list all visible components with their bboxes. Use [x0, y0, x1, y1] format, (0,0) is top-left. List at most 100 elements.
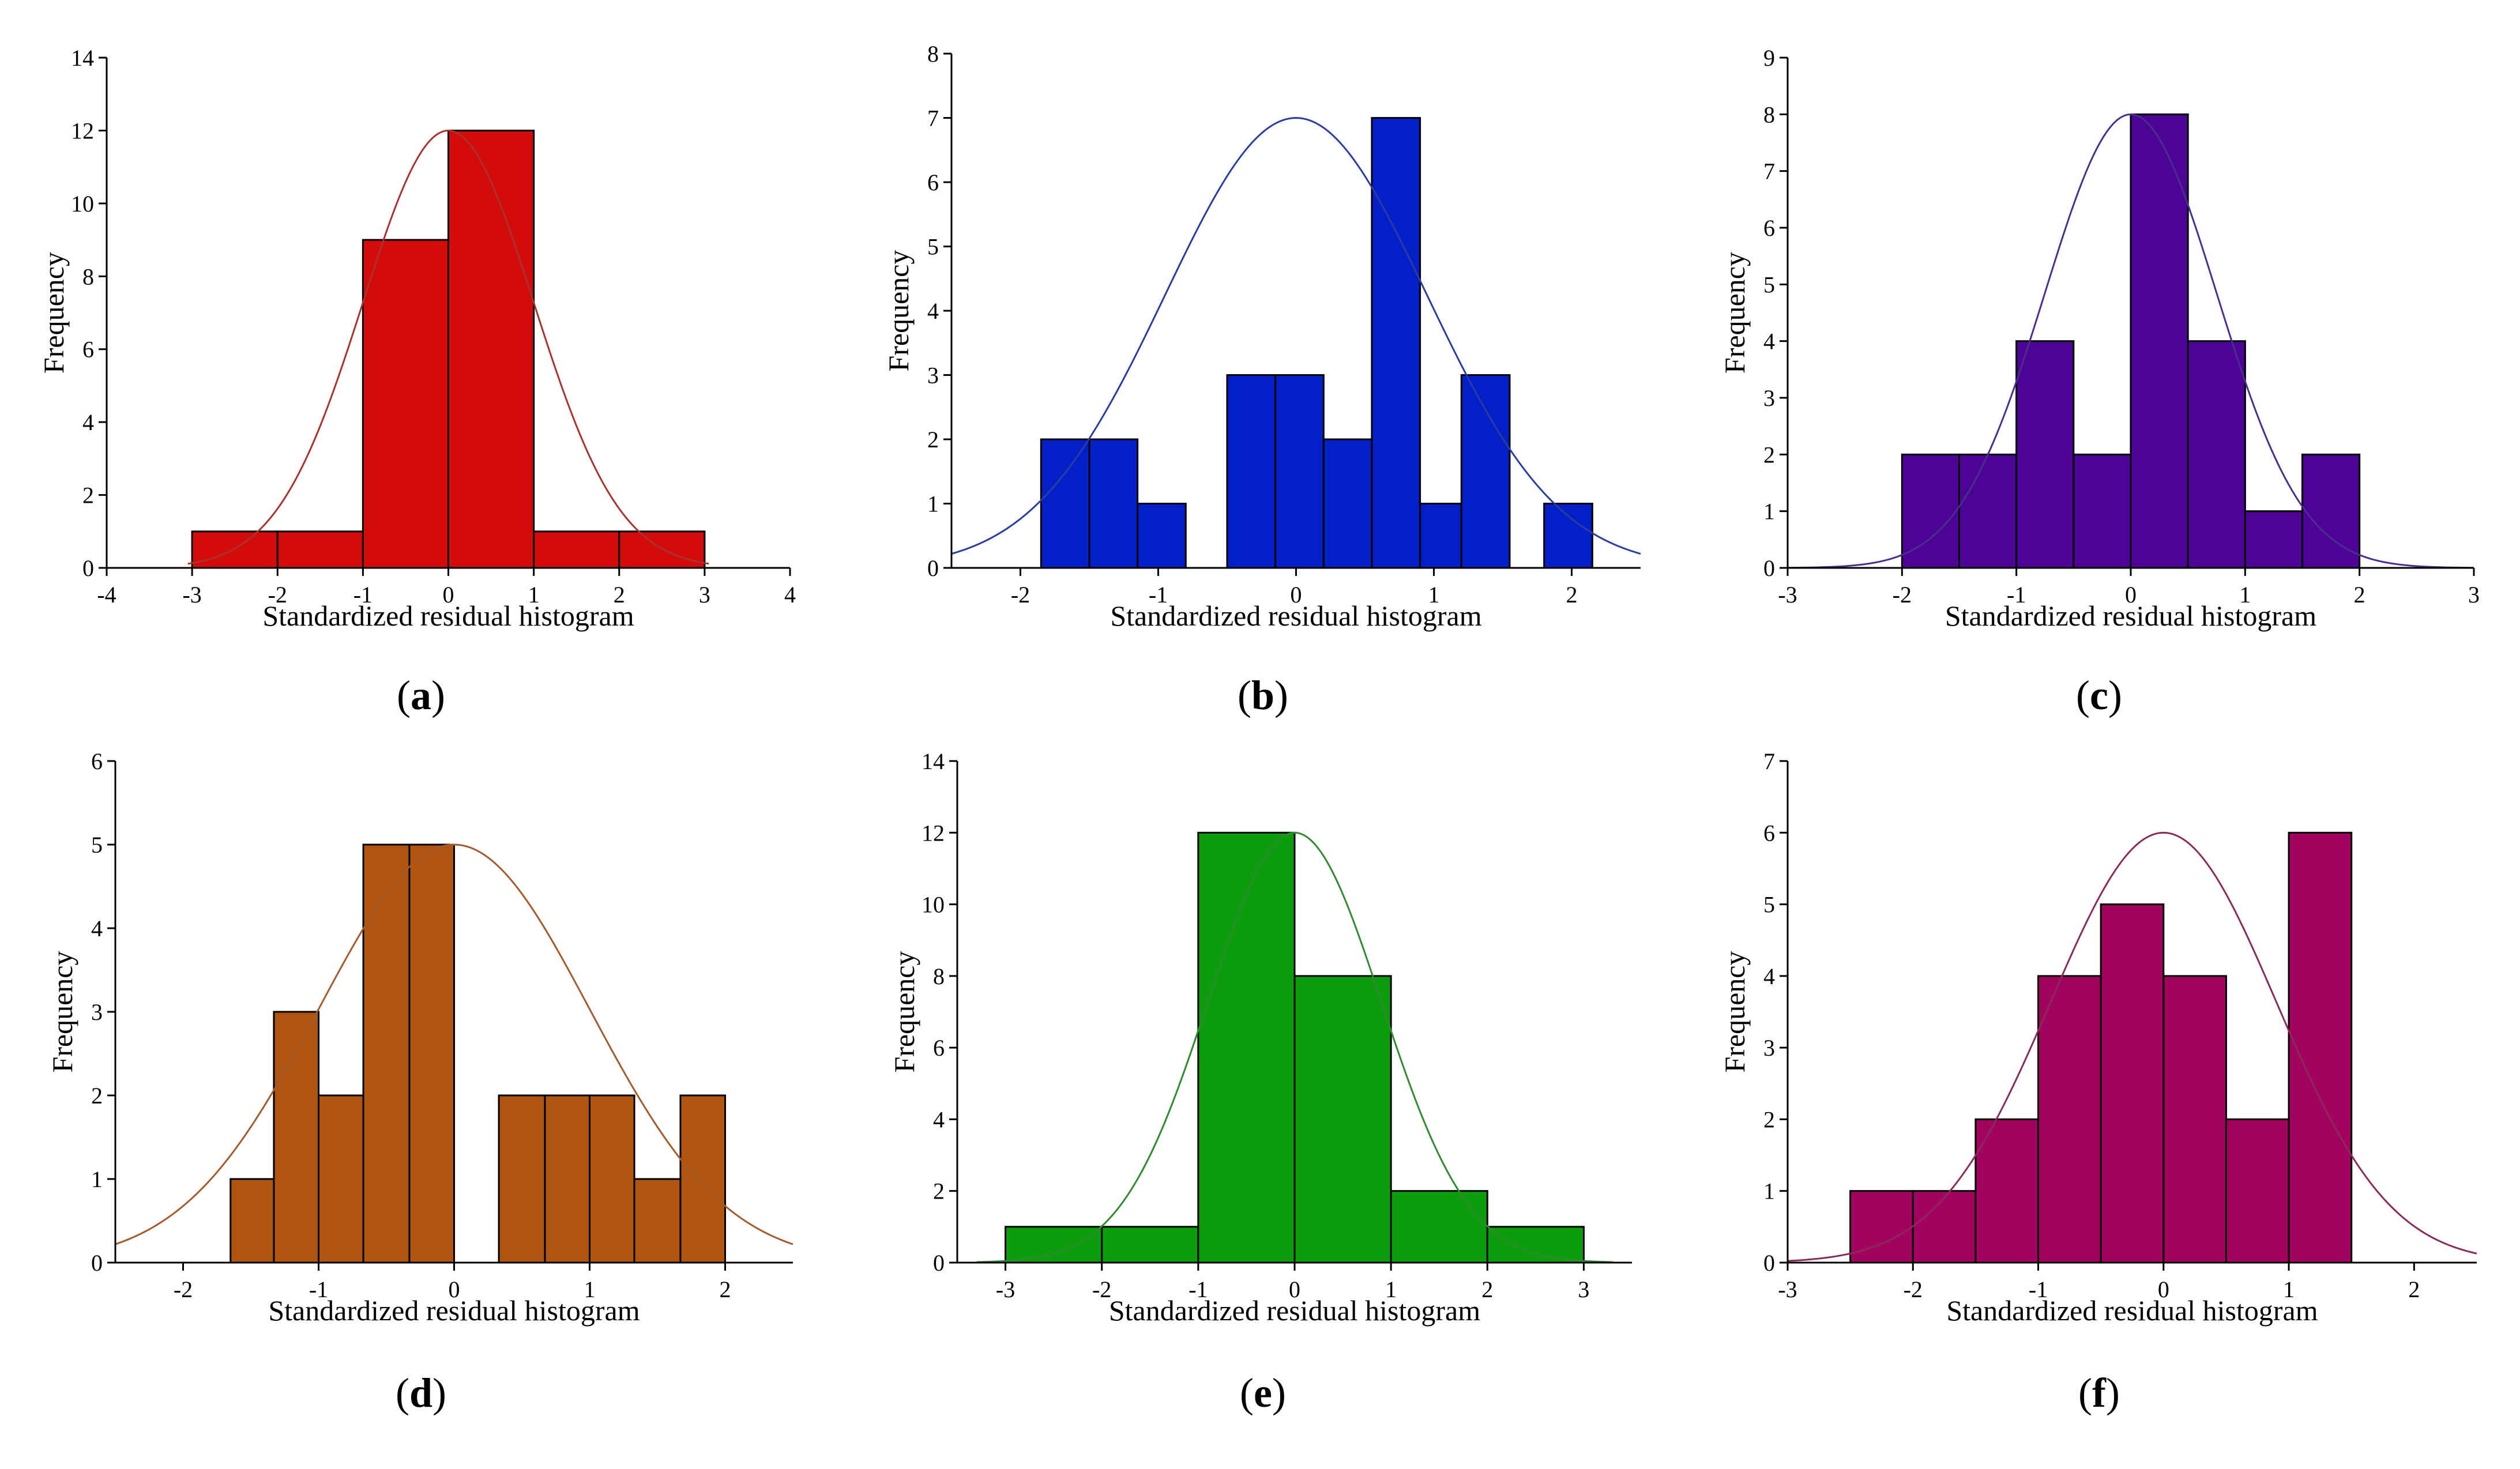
x-tick-label-e: 3: [1578, 1276, 1589, 1302]
panel-caption-e: (e): [1240, 1370, 1286, 1416]
y-tick-label-a: 4: [82, 409, 94, 435]
y-tick-label-b: 0: [927, 555, 939, 581]
histogram-bar-d-4: [362, 843, 411, 1264]
histogram-bar-c-4: [2073, 453, 2132, 569]
histogram-bar-d-8: [589, 1094, 635, 1264]
histogram-bar-b-1: [1040, 438, 1090, 569]
y-tick-label-d: 0: [91, 1250, 103, 1276]
histogram-bar-f-2: [1912, 1190, 1977, 1264]
x-tick-label-e: -3: [996, 1276, 1015, 1302]
x-axis-title-f: Standardized residual histogram: [1946, 1294, 2318, 1327]
histogram-bar-d-10: [679, 1094, 726, 1264]
normal-curve-a: [187, 129, 709, 565]
y-tick-label-c: 2: [1763, 442, 1775, 468]
x-tick-label-f: 2: [2408, 1276, 2420, 1302]
histogram-bar-d-9: [633, 1178, 682, 1264]
y-tick-label-e: 0: [933, 1250, 945, 1276]
histogram-bar-e-3: [1197, 831, 1296, 1264]
x-tick-label-a: 2: [614, 582, 625, 608]
x-tick-label-f: -1: [2029, 1276, 2048, 1302]
y-tick-label-b: 1: [927, 491, 939, 517]
x-tick-label-d: 0: [449, 1276, 460, 1302]
panel-caption-c: (c): [2076, 672, 2122, 718]
y-tick-label-f: 0: [1763, 1250, 1775, 1276]
y-tick-label-b: 2: [927, 427, 939, 453]
x-tick-label-f: -2: [1904, 1276, 1923, 1302]
y-tick-label-d: 1: [91, 1166, 103, 1192]
y-tick-label-b: 4: [927, 298, 939, 324]
y-tick-label-a: 12: [71, 118, 94, 144]
x-axis-title-c: Standardized residual histogram: [1945, 600, 2316, 632]
histogram-bar-f-6: [2162, 975, 2227, 1264]
x-tick-label-d: 1: [584, 1276, 596, 1302]
x-tick-label-e: 2: [1481, 1276, 1493, 1302]
y-tick-label-e: 8: [933, 963, 945, 989]
x-tick-label-a: 4: [784, 582, 796, 608]
y-tick-label-f: 5: [1763, 892, 1775, 918]
y-tick-label-b: 7: [927, 106, 939, 131]
x-tick-label-c: -3: [1778, 582, 1797, 608]
histogram-bar-c-3: [2015, 340, 2075, 569]
histogram-bar-c-5: [2130, 113, 2189, 569]
x-tick-label-c: 2: [2354, 582, 2365, 608]
x-tick-label-e: -1: [1188, 1276, 1208, 1302]
histogram-bar-b-8: [1419, 503, 1462, 569]
y-tick-label-e: 6: [933, 1035, 945, 1061]
x-tick-label-e: 1: [1385, 1276, 1397, 1302]
x-tick-label-f: 0: [2158, 1276, 2169, 1302]
panel-caption-d: (d): [396, 1370, 446, 1416]
y-tick-label-a: 8: [82, 263, 94, 289]
x-tick-label-e: 0: [1289, 1276, 1300, 1302]
y-tick-label-f: 7: [1763, 748, 1775, 774]
histogram-bar-a-5: [533, 530, 620, 569]
panel-caption-f: (f): [2078, 1370, 2120, 1416]
y-tick-label-b: 5: [927, 234, 939, 260]
histogram-bar-b-2: [1088, 438, 1139, 569]
histogram-bar-d-5: [408, 843, 456, 1264]
chart-panel-c: -3 -2 -1 0 1 2 3 0 1 2 3 4 5 6 7 8 9 Standardized residua…: [1718, 45, 2480, 718]
x-tick-label-a: -4: [97, 582, 116, 608]
panel-caption-b: (b): [1238, 672, 1288, 718]
chart-panel-b: -2 -1 0 1 2 0 1 2 3 4 5 6 7 8 Standardized residual hi…: [882, 41, 1641, 718]
x-tick-label-a: -1: [353, 582, 373, 608]
normal-curve-b: [951, 116, 1641, 555]
y-tick-label-b: 8: [927, 41, 939, 67]
y-tick-label-a: 2: [82, 483, 94, 508]
x-tick-label-c: 0: [2125, 582, 2137, 608]
x-tick-label-b: -2: [1011, 582, 1030, 608]
histogram-bar-a-2: [276, 530, 364, 569]
y-tick-label-c: 6: [1763, 215, 1775, 241]
x-tick-label-a: 1: [528, 582, 540, 608]
x-tick-label-d: -1: [309, 1276, 328, 1302]
chart-panel-f: -3 -2 -1 0 1 2 0 1 2 3 4 5 6 7 Standardized residual h…: [1718, 748, 2477, 1416]
x-tick-label-a: -2: [268, 582, 287, 608]
y-axis-title-d: Frequency: [46, 951, 78, 1072]
y-tick-label-a: 0: [82, 555, 94, 581]
y-tick-label-f: 4: [1763, 963, 1775, 989]
histogram-bar-d-2: [273, 1011, 320, 1264]
y-tick-label-a: 10: [71, 191, 94, 217]
histogram-bar-b-10: [1543, 503, 1593, 569]
x-tick-label-a: 0: [443, 582, 454, 608]
y-tick-label-c: 3: [1763, 385, 1775, 411]
histogram-bar-d-6: [498, 1094, 546, 1264]
y-tick-label-a: 6: [82, 337, 94, 363]
y-axis-title-b: Frequency: [882, 250, 915, 371]
normal-curve-f: [1787, 831, 2477, 1262]
histogram-bar-d-3: [318, 1094, 364, 1264]
histogram-bar-e-5: [1390, 1190, 1488, 1264]
y-axis-title-e: Frequency: [888, 951, 920, 1072]
y-tick-label-a: 14: [71, 45, 94, 71]
y-tick-label-c: 1: [1763, 499, 1775, 525]
x-tick-label-d: 2: [720, 1276, 731, 1302]
y-tick-label-c: 9: [1763, 45, 1775, 71]
y-tick-label-e: 10: [922, 892, 945, 918]
histogram-bar-c-6: [2187, 340, 2246, 569]
y-tick-label-c: 8: [1763, 101, 1775, 127]
normal-curve-c: [1787, 113, 2474, 569]
histogram-bar-a-3: [362, 239, 449, 569]
x-tick-label-a: 3: [699, 582, 710, 608]
